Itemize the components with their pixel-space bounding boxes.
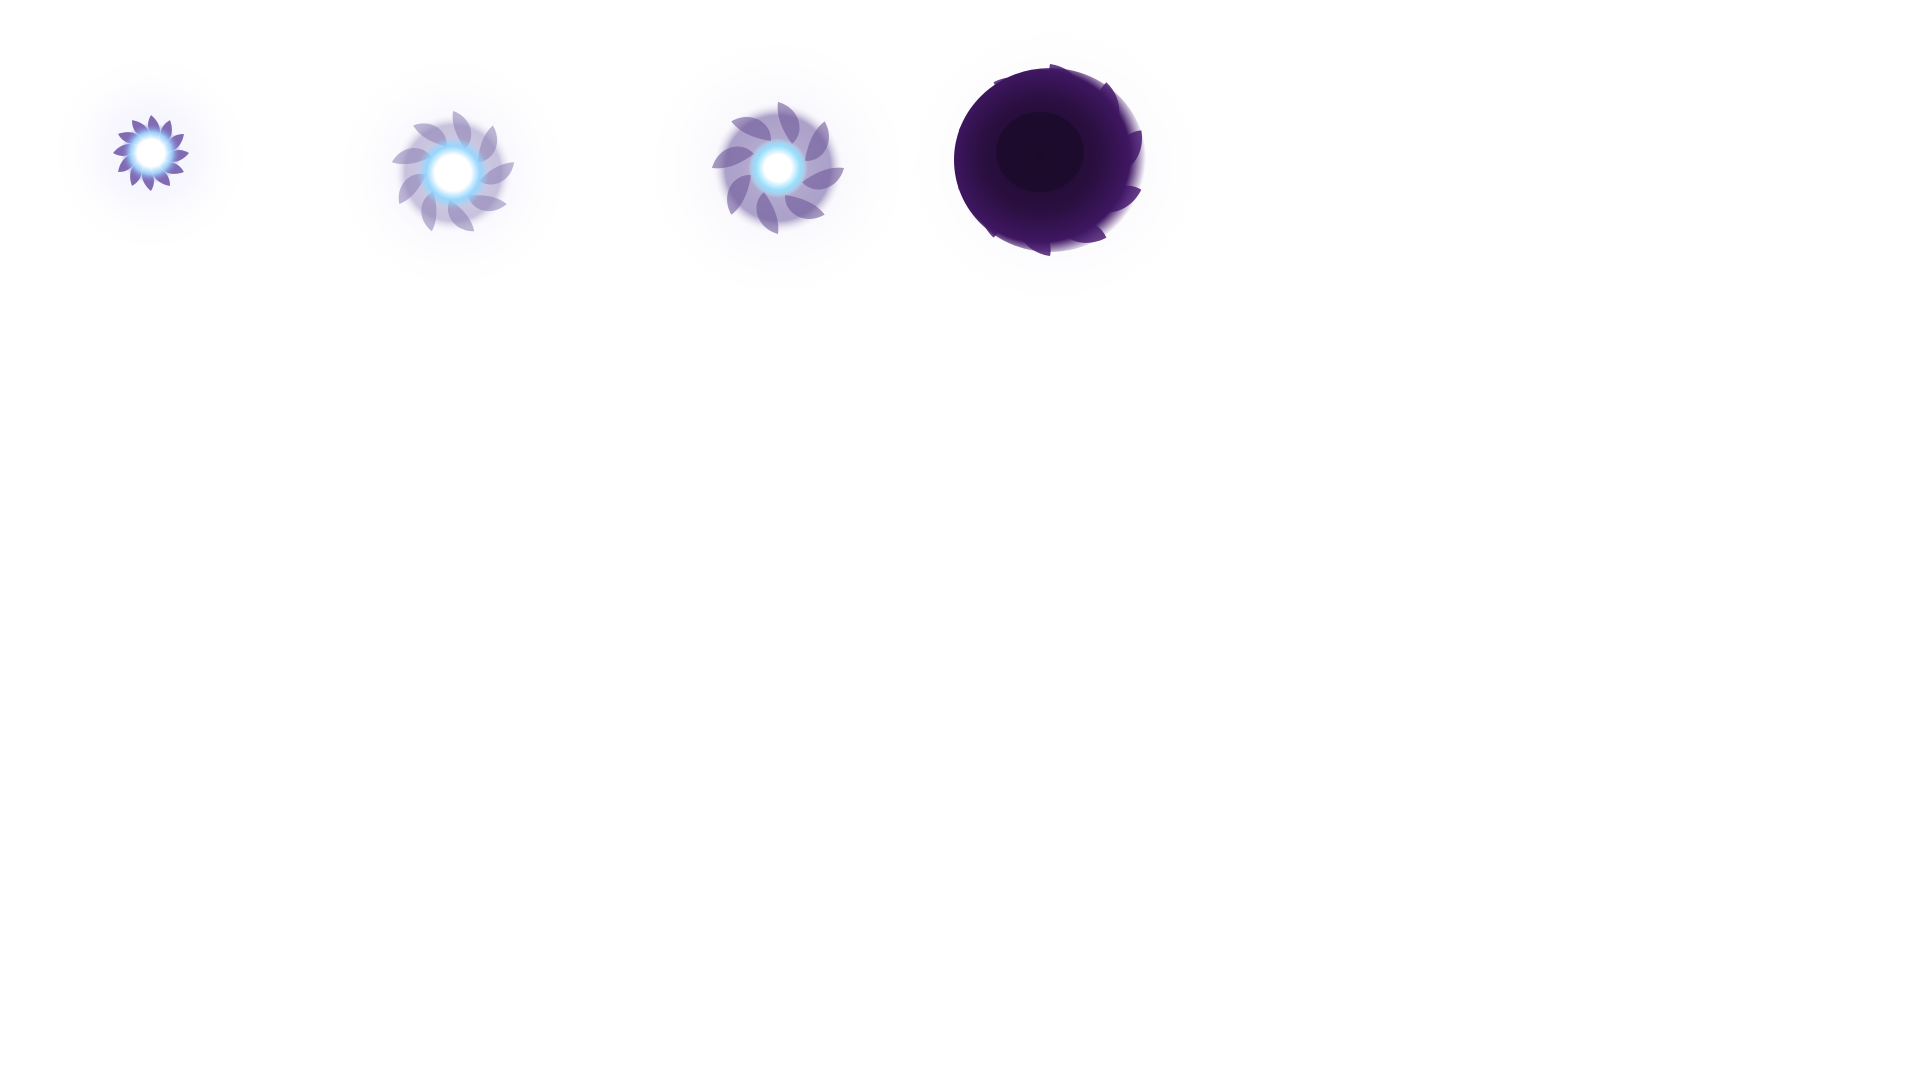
vortex-frame-3-graphic — [638, 28, 918, 308]
core-center — [764, 154, 792, 182]
vortex-frame-1 — [40, 42, 262, 264]
vortex-frame-1-graphic — [46, 48, 256, 258]
core-center — [435, 155, 471, 191]
swirl-petals — [712, 102, 844, 234]
vortex-frame-2 — [322, 42, 584, 304]
vortex-frame-4-graphic — [895, 15, 1215, 315]
core-center — [137, 139, 165, 167]
vortex-frame-4 — [880, 0, 1220, 330]
vortex-frame-2-graphic — [328, 48, 578, 298]
vortex-eye — [996, 112, 1084, 192]
vortex-frame-3 — [630, 20, 926, 316]
